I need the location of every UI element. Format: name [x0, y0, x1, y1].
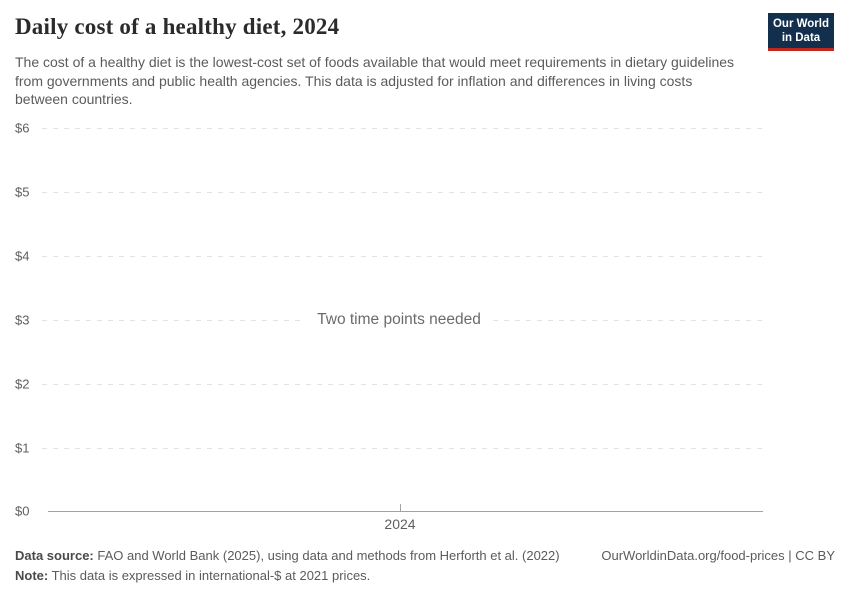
- footer-note-label: Note:: [15, 568, 49, 583]
- gridline-2: [42, 384, 763, 385]
- y-tick-label-3: $3: [15, 312, 30, 328]
- x-tick-label: 2024: [384, 516, 416, 532]
- y-tick-label-2: $2: [15, 376, 30, 392]
- y-tick-label-5: $5: [15, 184, 30, 200]
- empty-chart-message: Two time points needed: [305, 309, 493, 331]
- gridline-5: [42, 192, 763, 193]
- footer-source-row: Data source: FAO and World Bank (2025), …: [15, 548, 835, 563]
- y-tick-label-4: $4: [15, 248, 30, 264]
- page-title: Daily cost of a healthy diet, 2024: [15, 14, 340, 39]
- gridline-6: [42, 128, 763, 129]
- footer-source-label: Data source:: [15, 548, 94, 563]
- y-tick-label-0: $0: [15, 503, 30, 519]
- footer-rights: OurWorldinData.org/food-prices | CC BY: [601, 548, 835, 563]
- footer-source: Data source: FAO and World Bank (2025), …: [15, 548, 560, 563]
- owid-logo: Our World in Data: [768, 13, 834, 51]
- gridline-1: [42, 448, 763, 449]
- x-axis-line: [48, 511, 763, 512]
- y-tick-label-6: $6: [15, 120, 30, 136]
- y-tick-label-1: $1: [15, 440, 30, 456]
- gridline-4: [42, 256, 763, 257]
- footer-source-text: FAO and World Bank (2025), using data an…: [97, 548, 560, 563]
- footer-note-text: This data is expressed in international-…: [51, 568, 371, 583]
- x-tick-mark: [400, 504, 401, 511]
- chart-subtitle: The cost of a healthy diet is the lowest…: [15, 54, 735, 107]
- footer-note-row: Note: This data is expressed in internat…: [15, 568, 370, 583]
- owid-logo-line1: Our World: [772, 17, 829, 30]
- owid-logo-line2: in Data: [781, 31, 821, 44]
